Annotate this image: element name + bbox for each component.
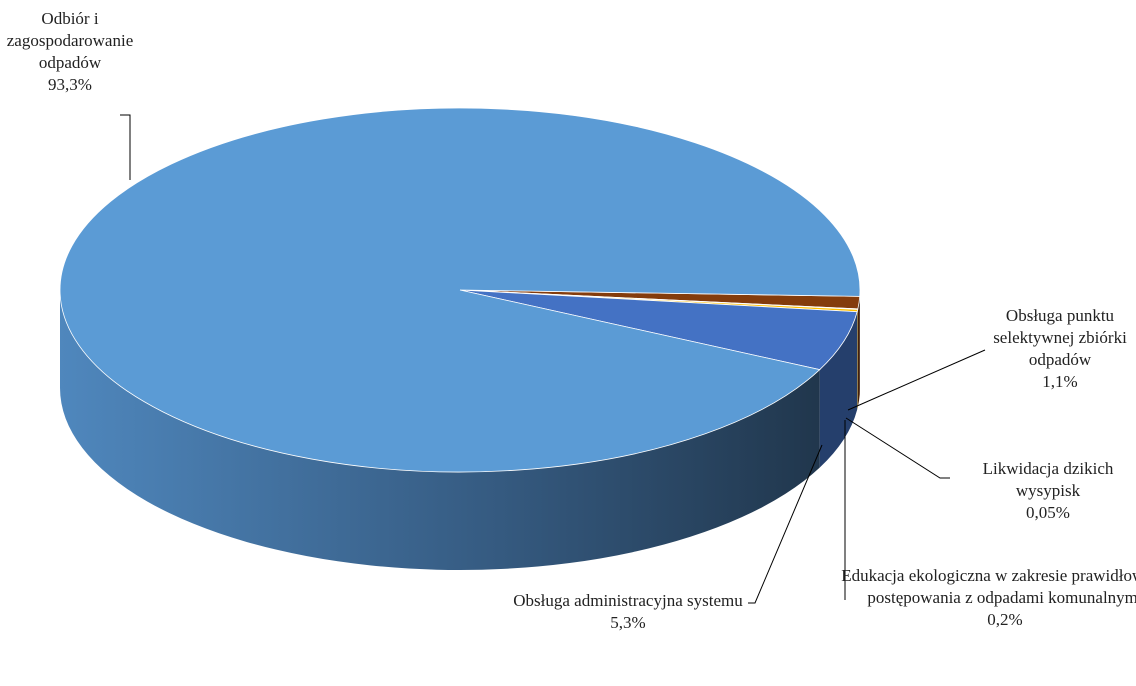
slice bbox=[59, 107, 861, 473]
slice-side bbox=[857, 296, 860, 407]
label-value: 1,1% bbox=[1042, 372, 1078, 391]
slice-side bbox=[857, 309, 858, 410]
label-value: 0,2% bbox=[987, 610, 1023, 629]
data-label: Obsługa punktu selektywnej zbiórki odpad… bbox=[970, 305, 1136, 393]
label-name: Obsługa administracyjna systemu bbox=[513, 591, 743, 610]
leader-line bbox=[120, 114, 131, 180]
leader-line bbox=[748, 444, 823, 604]
label-value: 0,05% bbox=[1026, 503, 1070, 522]
label-name: Obsługa punktu selektywnej zbiórki odpad… bbox=[993, 306, 1127, 369]
data-label: Odbiór i zagospodarowanie odpadów 93,3% bbox=[0, 8, 140, 96]
label-value: 5,3% bbox=[610, 613, 646, 632]
data-label: Edukacja ekologiczna w zakresie prawidło… bbox=[840, 565, 1136, 631]
leader-line bbox=[847, 349, 986, 411]
leader-line bbox=[845, 417, 950, 479]
label-name: Likwidacja dzikich wysypisk bbox=[982, 459, 1114, 500]
data-label: Likwidacja dzikich wysypisk 0,05% bbox=[958, 458, 1136, 524]
data-label: Obsługa administracyjna systemu 5,3% bbox=[503, 590, 753, 634]
label-name: Odbiór i zagospodarowanie odpadów bbox=[6, 9, 134, 72]
label-value: 93,3% bbox=[48, 75, 92, 94]
slice-side bbox=[60, 290, 820, 571]
slice-side bbox=[819, 311, 858, 468]
label-name: Edukacja ekologiczna w zakresie prawidło… bbox=[841, 566, 1136, 607]
